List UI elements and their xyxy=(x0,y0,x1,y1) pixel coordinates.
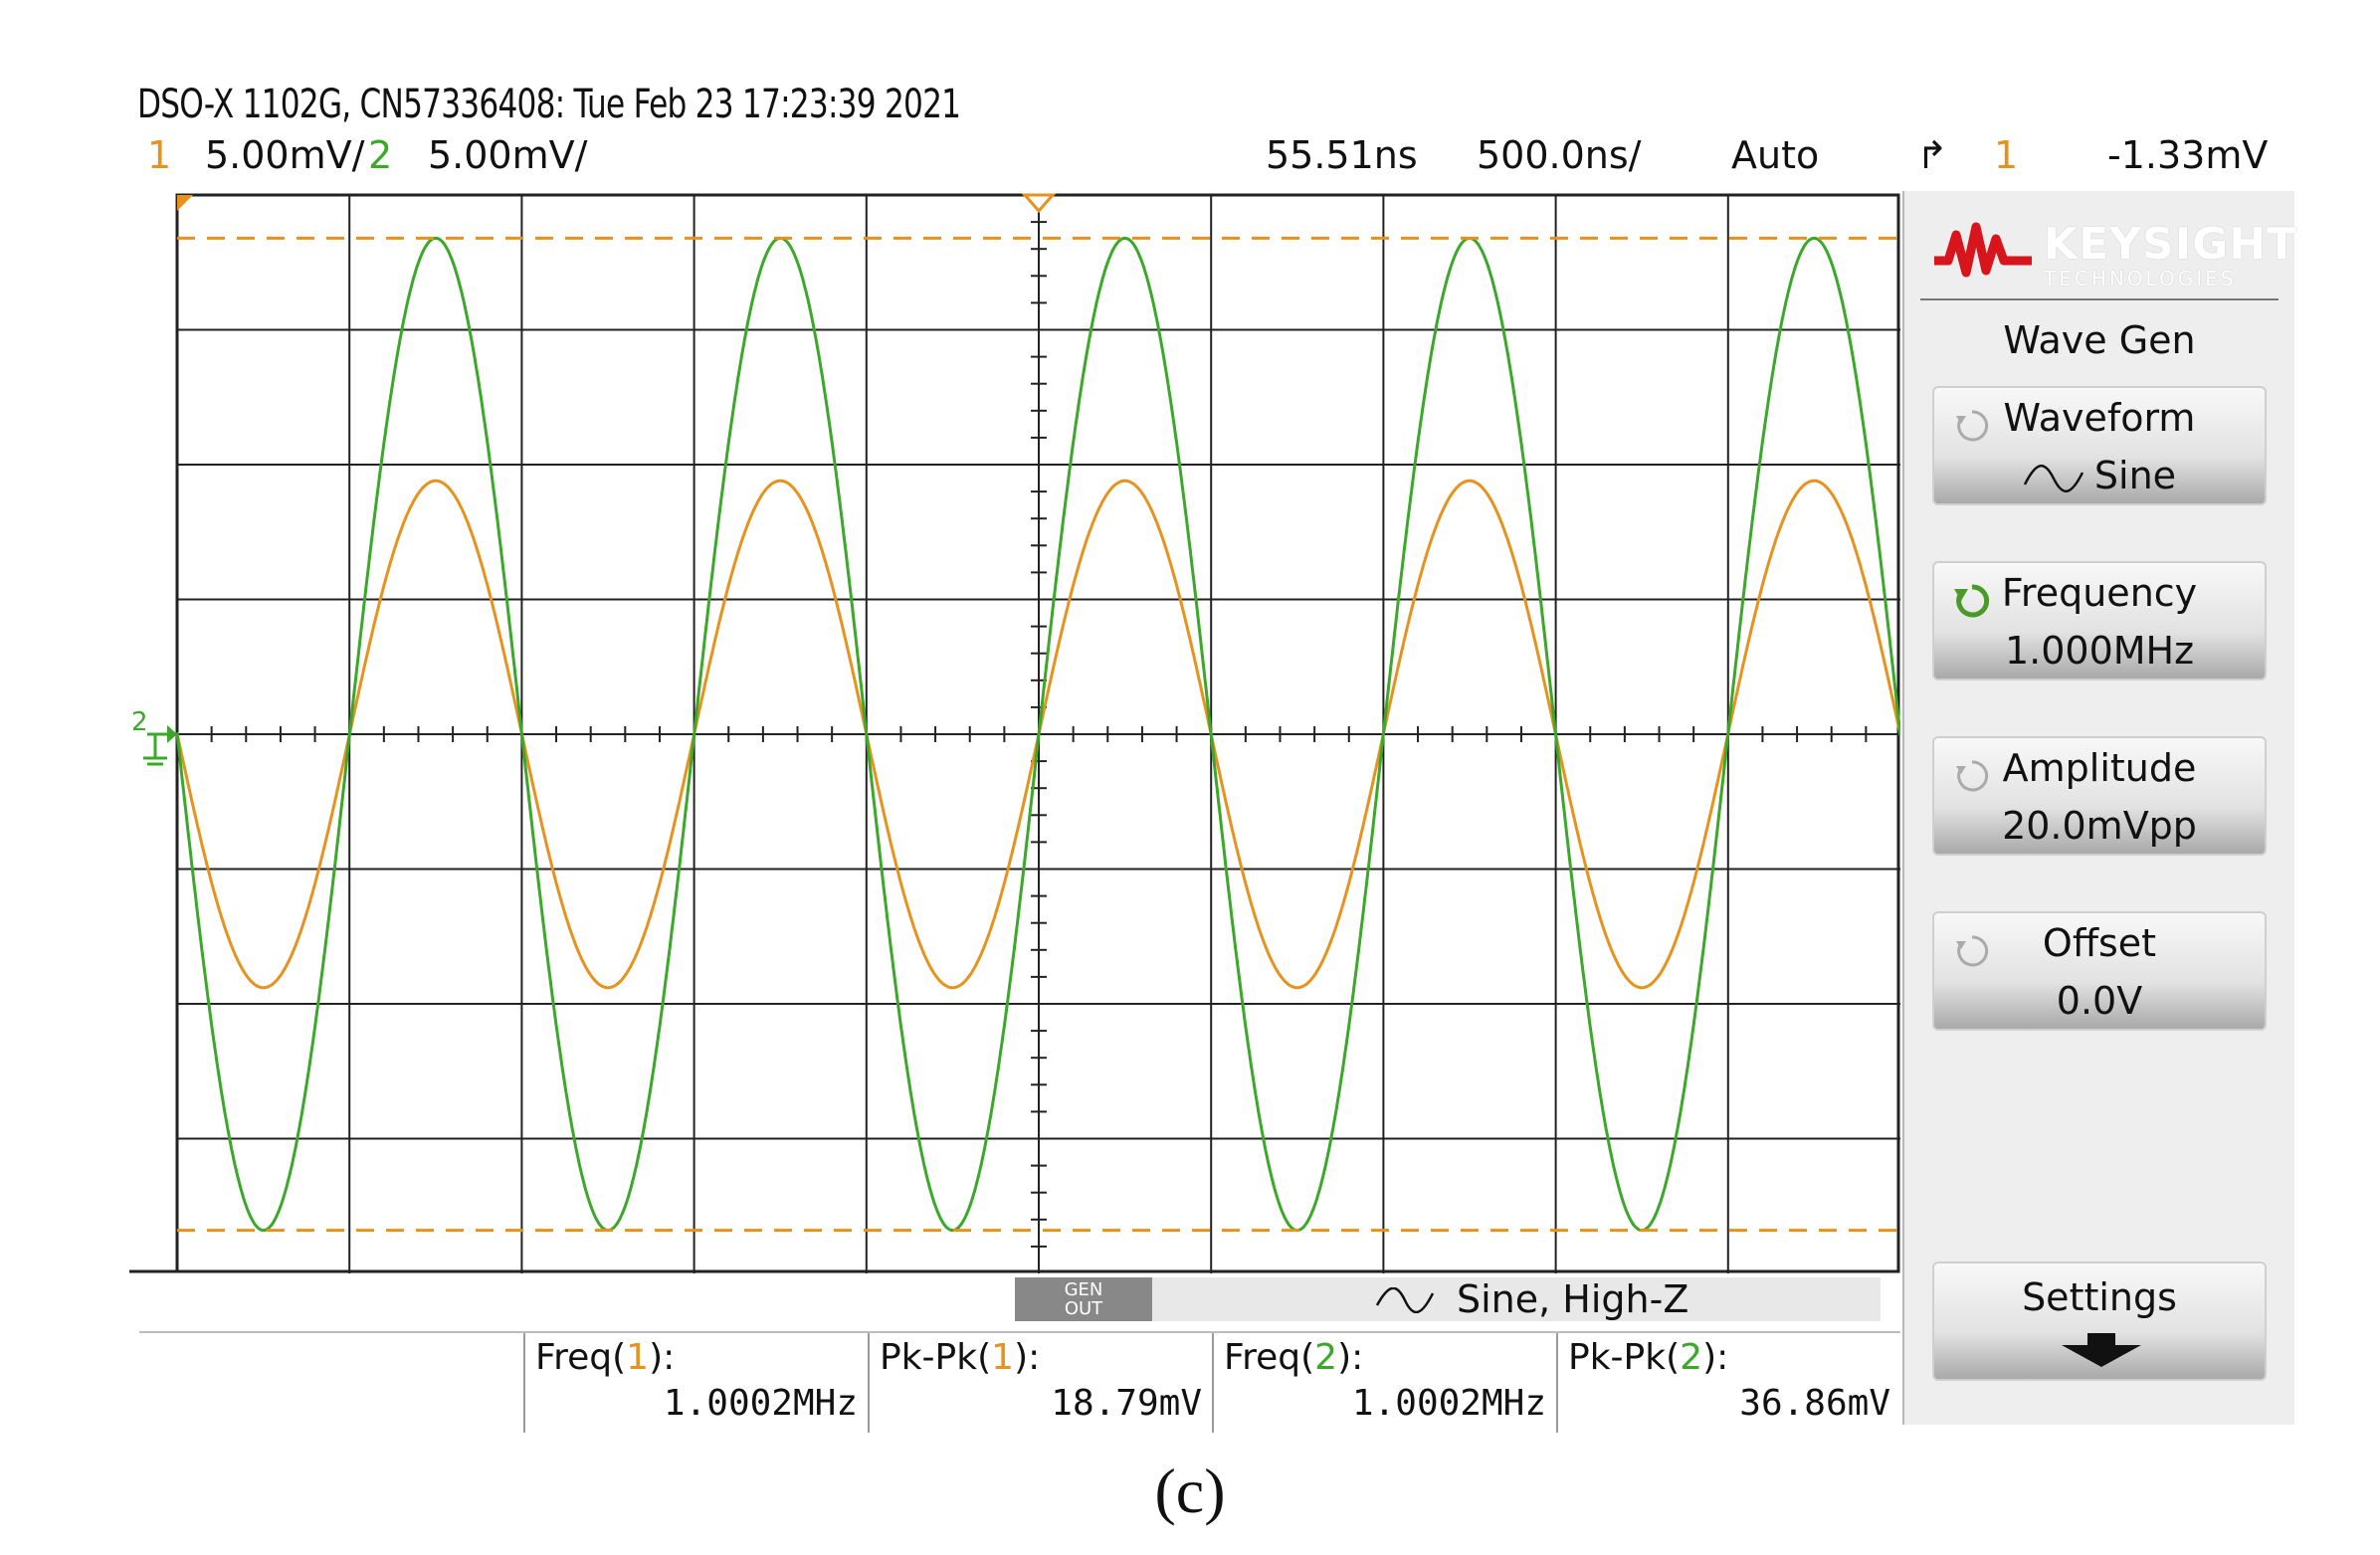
softkey-value-text: Sine xyxy=(2093,454,2177,497)
wavegen-status: Sine, High-Z xyxy=(1457,1277,1689,1321)
rotate-active-icon xyxy=(1954,584,1990,618)
softkey-value: 0.0V xyxy=(2056,979,2143,1023)
ch1-scale[interactable]: 5.00mV/ xyxy=(205,133,365,177)
measurement-name: Pk-Pk(2): xyxy=(1568,1337,1729,1378)
rotate-icon xyxy=(1956,935,1989,967)
frequency-softkey[interactable]: Frequency 1.000MHz xyxy=(1932,561,2267,680)
rotate-icon xyxy=(1956,760,1989,792)
measurement-pkpk-ch1[interactable]: Pk-Pk(1): 18.79mV xyxy=(868,1333,1208,1433)
grid xyxy=(129,193,1900,1273)
measurement-name: Freq(2): xyxy=(1224,1337,1364,1378)
ch2-scale[interactable]: 5.00mV/ xyxy=(428,133,588,177)
waveform-display[interactable]: 2 xyxy=(129,189,1900,1273)
markers: 2 xyxy=(131,193,1900,1233)
trigger-position-icon xyxy=(1021,193,1057,214)
measurement-freq-ch2[interactable]: Freq(2): 1.0002MHz xyxy=(1212,1333,1552,1433)
softkey-label: Waveform xyxy=(2003,396,2196,440)
softkey-label: Settings xyxy=(2022,1275,2177,1319)
brand-name: KEYSIGHT xyxy=(2044,219,2298,270)
softkey-label: Frequency xyxy=(2001,571,2198,615)
trigger-edge-icon: ↱ xyxy=(1916,133,1948,177)
trigger-mode[interactable]: Auto xyxy=(1731,133,1820,177)
trace-ch2 xyxy=(175,236,1900,1233)
gen-out-button[interactable]: GEN OUT xyxy=(1015,1277,1152,1321)
time-reference-icon xyxy=(177,195,193,211)
trigger-source[interactable]: 1 xyxy=(1994,133,2019,177)
ground-marker-arrow xyxy=(167,725,177,743)
trigger-level[interactable]: -1.33mV xyxy=(2107,133,2269,177)
measurement-value: 1.0002MHz xyxy=(1351,1383,1546,1424)
measurement-value: 36.86mV xyxy=(1739,1383,1890,1424)
menu-title: Wave Gen xyxy=(2003,318,2196,362)
rotate-icon xyxy=(1956,410,1989,442)
ground-marker-label: 2 xyxy=(131,707,148,737)
settings-softkey[interactable]: Settings xyxy=(1932,1262,2267,1381)
measurement-value: 1.0002MHz xyxy=(663,1383,858,1424)
time-delay[interactable]: 55.51ns xyxy=(1266,133,1418,177)
measurement-freq-ch1[interactable]: Freq(1): 1.0002MHz xyxy=(523,1333,864,1433)
gen-out-label: GEN OUT xyxy=(1064,1279,1103,1319)
softkey-value: 1.000MHz xyxy=(2004,629,2195,673)
softkey-panel: KEYSIGHT TECHNOLOGIES Wave Gen Waveform … xyxy=(1902,191,2296,1425)
keysight-logo-icon xyxy=(1934,222,2032,278)
measurement-name: Pk-Pk(1): xyxy=(880,1337,1041,1378)
window-title: DSO-X 1102G, CN57336408: Tue Feb 23 17:2… xyxy=(137,82,961,127)
measurement-pkpk-ch2[interactable]: Pk-Pk(2): 36.86mV xyxy=(1556,1333,1896,1433)
softkey-label: Offset xyxy=(2042,921,2157,965)
figure-caption: (c) xyxy=(1154,1456,1226,1526)
ground-marker-icon: 2 xyxy=(131,707,177,766)
arrow-down-icon xyxy=(2062,1333,2141,1367)
divider xyxy=(139,1331,1900,1333)
softkey-value: Sine xyxy=(1934,454,2265,497)
waveform-softkey[interactable]: Waveform Sine xyxy=(1932,386,2267,505)
softkey-label: Amplitude xyxy=(2002,746,2197,790)
measurement-name: Freq(1): xyxy=(535,1337,676,1378)
softkey-value: 20.0mVpp xyxy=(2002,804,2197,848)
wavegen-status-bar: GEN OUT Sine, High-Z xyxy=(1015,1277,1881,1321)
ch2-number[interactable]: 2 xyxy=(368,133,393,177)
traces xyxy=(175,236,1900,1233)
sine-wave-icon xyxy=(1375,1287,1435,1313)
sine-wave-icon xyxy=(2023,464,2084,492)
time-scale[interactable]: 500.0ns/ xyxy=(1477,133,1642,177)
brand-subtitle: TECHNOLOGIES xyxy=(2044,267,2237,291)
measurement-value: 18.79mV xyxy=(1051,1383,1202,1424)
brand-logo: KEYSIGHT TECHNOLOGIES xyxy=(1934,211,2296,291)
ch1-number[interactable]: 1 xyxy=(147,133,172,177)
divider xyxy=(1920,298,2279,300)
offset-softkey[interactable]: Offset 0.0V xyxy=(1932,911,2267,1031)
amplitude-softkey[interactable]: Amplitude 20.0mVpp xyxy=(1932,736,2267,856)
